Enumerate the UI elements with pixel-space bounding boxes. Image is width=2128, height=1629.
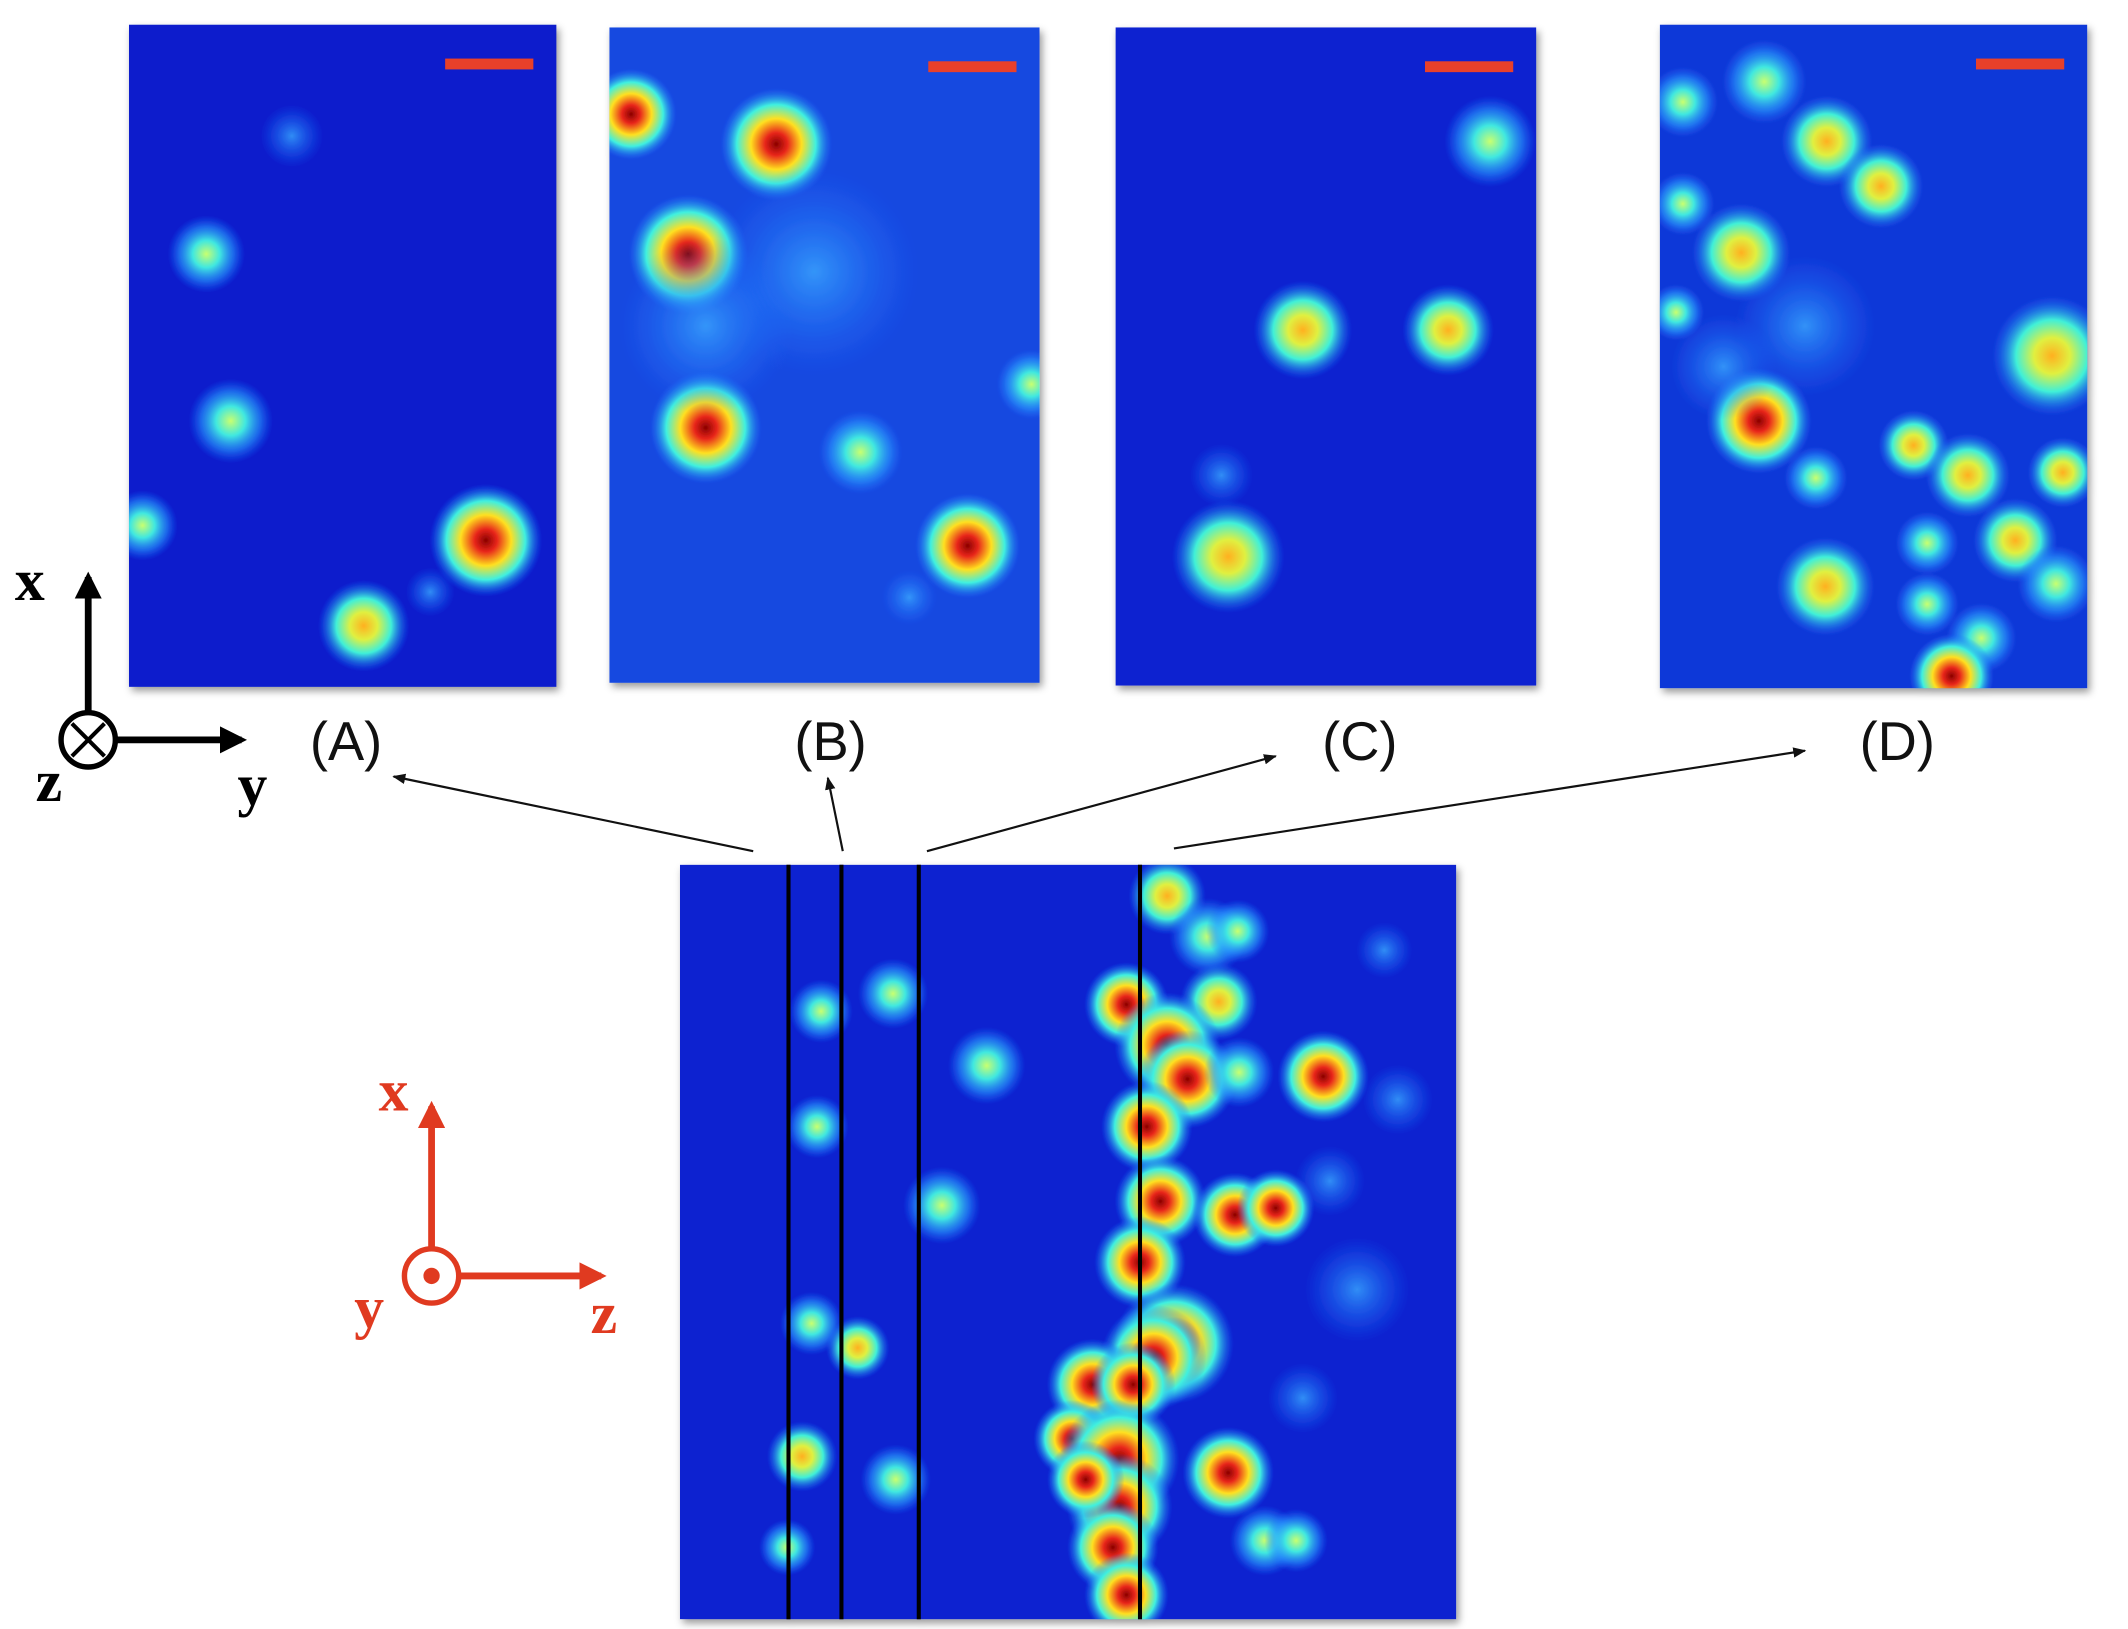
heatmap-panel [1659,24,2088,689]
intensity-spot [1659,66,1719,138]
heatmap-panel [679,864,1457,1620]
intensity-spot [914,492,1021,599]
intensity-spot [1189,443,1254,507]
intensity-spot [818,409,903,495]
axis-label: x [379,1057,409,1123]
intensity-spot [1992,295,2088,416]
axis-label: z [36,748,63,814]
intensity-spot [2027,437,2088,508]
panel-label: (A) [310,711,382,772]
arrows [392,747,1807,853]
arrow [926,754,1277,853]
intensity-spot [1182,1426,1275,1519]
axis-label: x [15,547,45,613]
intensity-spot [1253,280,1353,380]
heatmap [1115,27,1537,686]
arrow [825,776,844,852]
scale-bar [1976,58,2065,70]
axis-label: z [591,1280,618,1346]
axis-dot [423,1267,440,1285]
intensity-spot [1294,1145,1366,1217]
intensity-spot [785,1094,849,1159]
intensity-spot [1203,1037,1275,1108]
heatmap [128,24,557,687]
intensity-spot [617,237,794,415]
axis-label: y [354,1275,384,1341]
intensity-spot [1444,95,1537,188]
panels [128,24,2088,1620]
panel-label: (C) [1322,711,1397,772]
panel-label: (D) [1860,711,1935,772]
intensity-spot [1670,313,1777,420]
intensity-spot [260,104,324,168]
arrow [392,773,754,853]
panel-label: (B) [794,711,866,772]
intensity-spot [1171,500,1285,614]
arrow [1173,747,1807,850]
intensity-spot [1205,899,1270,963]
scale-bar [928,61,1017,73]
intensity-spot [405,567,455,617]
intensity-spot [1909,633,1994,689]
intensity-spot [947,1026,1026,1105]
axes-bottom: x y z [354,1057,617,1346]
scale-bar [445,58,534,70]
intensity-spot [188,378,274,464]
intensity-spot [1046,1440,1125,1519]
heatmap-panel [128,24,557,687]
intensity-spot [1895,511,1959,575]
intensity-spot [2017,544,2088,623]
intensity-spot [1356,921,1413,979]
intensity-spot [128,490,178,561]
heatmap [1659,24,2088,689]
intensity-spot [1402,284,1494,376]
intensity-spot [881,569,938,626]
intensity-spot [1084,1552,1169,1620]
intensity-spot [317,579,410,672]
intensity-spot [429,483,543,597]
intensity-spot [167,215,246,293]
intensity-spot [1775,537,1875,636]
intensity-spot [860,1444,931,1515]
intensity-spot [1100,1080,1193,1173]
heatmap [609,27,1040,683]
intensity-spot [1721,39,1807,124]
panel-labels: (A) (B) (C) (D) [310,711,1935,772]
heatmap [679,864,1457,1620]
intensity-spot [1895,572,1959,636]
axes-top: x z y [15,547,268,818]
intensity-spot [1304,1236,1411,1343]
intensity-spot [1362,1064,1434,1135]
intensity-spot [1659,172,1715,236]
intensity-spot [1784,446,1848,510]
intensity-spot [1236,1169,1315,1247]
intensity-spot [903,1166,981,1245]
heatmap-panel [609,27,1040,683]
intensity-spot [1264,1508,1328,1573]
intensity-spot [789,979,853,1044]
heatmap-panel [1115,27,1537,686]
scale-bar [1425,61,1514,73]
intensity-spot [1838,143,1924,229]
intensity-spot [609,68,677,161]
intensity-spot [996,349,1040,420]
intensity-spot [857,958,929,1029]
intensity-spot [1277,1030,1370,1123]
intensity-spot [766,1421,838,1492]
intensity-spot [825,1316,890,1380]
intensity-spot [1925,432,2011,518]
axis-cross [70,722,106,758]
axis-label: y [237,752,267,818]
intensity-spot [1267,1362,1339,1434]
